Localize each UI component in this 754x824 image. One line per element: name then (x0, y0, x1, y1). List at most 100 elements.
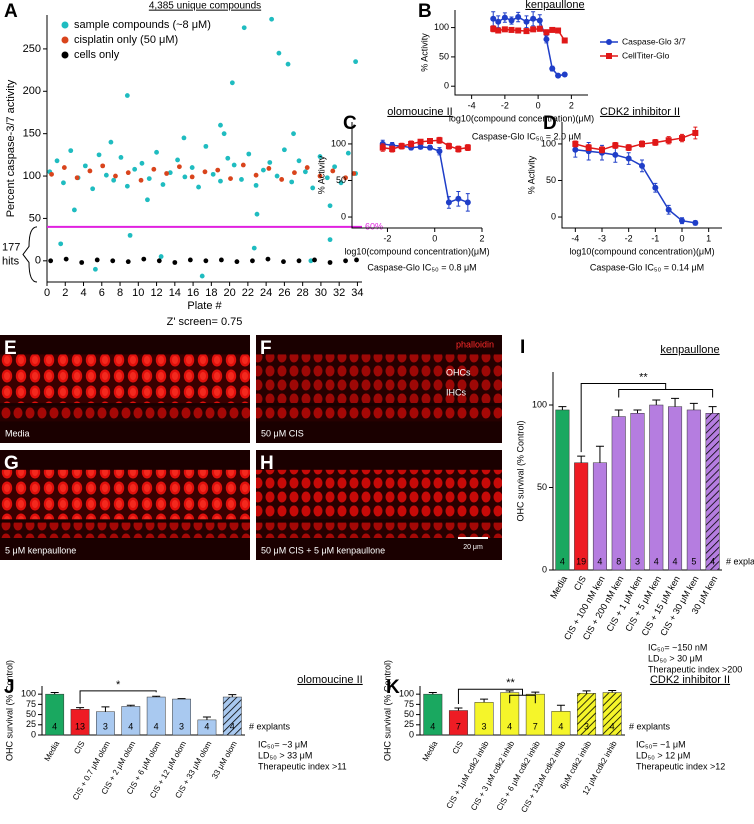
y-tick-label: 0 (542, 564, 547, 574)
data-point (141, 256, 147, 262)
data-point (63, 256, 69, 262)
x-tick-label: 24 (260, 287, 272, 299)
curve (382, 143, 469, 204)
data-point (182, 174, 188, 180)
hits-count: 177 (2, 241, 20, 253)
data-point (455, 146, 462, 153)
x-tick-label: 1 (706, 233, 711, 243)
data-point (251, 245, 257, 251)
hair-cells-inner (0, 406, 250, 422)
y-axis-label: OHC survival (% Control) (382, 660, 392, 761)
note: LD₅₀ > 30 μM (648, 653, 702, 663)
data-point (92, 266, 98, 272)
axis-line (561, 122, 722, 229)
n-label: 19 (576, 556, 586, 566)
x-tick-label: CIS + 12μM cdk2 inhib (519, 739, 568, 814)
data-point (398, 143, 405, 150)
data-point (158, 254, 164, 259)
n-label: 4 (230, 721, 235, 731)
data-point (132, 166, 138, 172)
data-point (445, 199, 452, 206)
note: LD₅₀ > 12 μM (636, 750, 690, 760)
note: Therapeutic index >11 (258, 761, 347, 771)
n-label: 4 (610, 721, 615, 731)
n-label: 4 (154, 721, 159, 731)
data-point (151, 166, 157, 172)
data-point (253, 182, 259, 188)
x-tick-label: 18 (205, 287, 217, 299)
n-label: 4 (597, 556, 602, 566)
data-point (218, 122, 223, 128)
error-bar (577, 455, 586, 463)
data-point (187, 257, 193, 263)
data-point (612, 151, 619, 158)
y-tick-label: 100 (331, 138, 346, 148)
bar (630, 413, 645, 571)
n-label: 4 (52, 721, 57, 731)
data-point (490, 15, 497, 22)
x-tick-label: -2 (383, 233, 391, 243)
error-bar (531, 691, 540, 695)
x-tick-label: -2 (501, 100, 509, 110)
data-point (343, 258, 348, 264)
panel-label: K (386, 677, 400, 698)
y-axis-label: Percent caspase-3/7 activity (5, 79, 17, 217)
data-point (71, 207, 77, 213)
data-point (118, 155, 124, 160)
bar-hatch (602, 692, 622, 735)
n-caption: # explants (629, 721, 671, 731)
data-point (436, 148, 443, 155)
data-point (267, 160, 273, 165)
data-point (464, 199, 471, 206)
data-point (125, 259, 131, 265)
n-caption: # explants (249, 721, 291, 731)
data-point (229, 80, 235, 86)
note: Therapeutic index >200 (648, 664, 742, 674)
data-point (124, 183, 130, 189)
error-bar (202, 716, 211, 720)
bar (611, 416, 626, 571)
legend-label: cisplatin only (50 μM) (74, 34, 178, 46)
x-tick-label: 4 (80, 287, 86, 299)
data-point (555, 72, 562, 79)
data-point (549, 26, 556, 33)
data-point (260, 167, 266, 173)
x-tick-label: 0 (536, 100, 541, 110)
x-tick-label: Media (43, 739, 62, 763)
data-point (585, 144, 592, 151)
data-point (408, 140, 415, 147)
data-point (167, 170, 173, 176)
data-point (312, 257, 317, 263)
data-point (199, 273, 205, 279)
y-axis-label: % Activity (316, 155, 326, 194)
x-tick-label: -3 (598, 233, 606, 243)
data-point (445, 143, 452, 150)
data-point (523, 18, 530, 25)
note: IC₅₀= ~150 nM (648, 642, 707, 652)
hits-bracket (22, 226, 38, 283)
axis-line (454, 10, 588, 96)
hair-cells-inner (256, 522, 502, 538)
n-label: 13 (75, 721, 85, 731)
y-axis-label: % Activity (419, 33, 429, 72)
caption: Caspase-Glo IC₅₀ = 0.8 μM (367, 262, 476, 272)
data-point (296, 258, 302, 264)
data-point (49, 171, 54, 177)
data-point (508, 17, 515, 24)
ohc-label: OHCs (446, 367, 471, 377)
data-point (225, 155, 231, 161)
x-tick-label: CIS (451, 740, 465, 756)
note: LD₅₀ > 33 μM (258, 750, 312, 760)
data-point (555, 27, 562, 34)
error-bar (50, 692, 59, 695)
x-axis-label: log10(compound concentration)(μM) (449, 113, 594, 123)
data-point (228, 176, 233, 181)
data-point (111, 177, 117, 183)
y-tick-label: 50 (29, 212, 41, 224)
data-point (291, 131, 296, 137)
data-point (639, 140, 645, 147)
